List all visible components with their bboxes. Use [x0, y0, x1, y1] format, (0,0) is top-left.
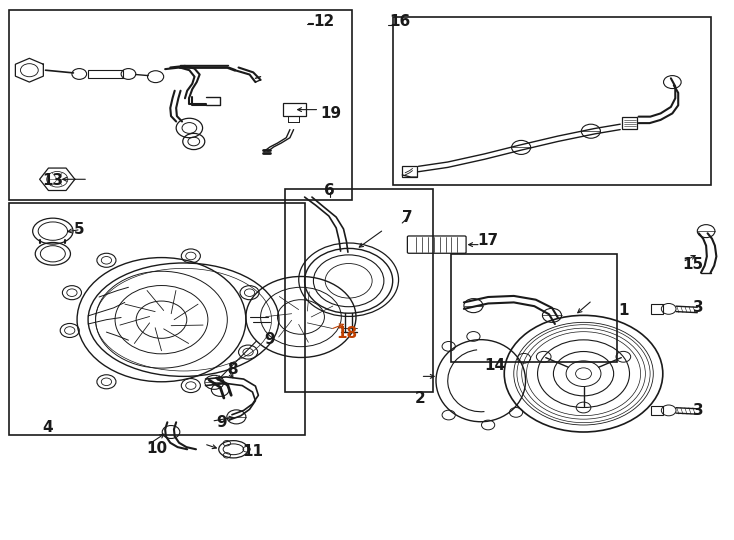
Text: 1: 1 [619, 303, 629, 318]
Text: 14: 14 [484, 358, 506, 373]
Text: 6: 6 [324, 183, 335, 198]
Text: 7: 7 [402, 210, 413, 225]
Text: 3: 3 [693, 403, 703, 418]
Text: 18: 18 [336, 326, 357, 341]
Text: 16: 16 [389, 14, 410, 29]
Text: 8: 8 [228, 362, 238, 377]
Text: 13: 13 [42, 173, 63, 188]
Text: 12: 12 [313, 14, 335, 29]
Text: 9: 9 [217, 415, 227, 430]
Text: 17: 17 [477, 233, 498, 248]
Text: 2: 2 [415, 391, 426, 406]
Text: 11: 11 [242, 444, 264, 460]
Text: 3: 3 [693, 300, 703, 315]
Text: 10: 10 [147, 441, 168, 456]
Text: 15: 15 [683, 257, 704, 272]
Text: 4: 4 [42, 420, 52, 435]
Text: 19: 19 [320, 106, 341, 121]
Text: 9: 9 [264, 332, 275, 347]
Text: 5: 5 [73, 222, 84, 237]
